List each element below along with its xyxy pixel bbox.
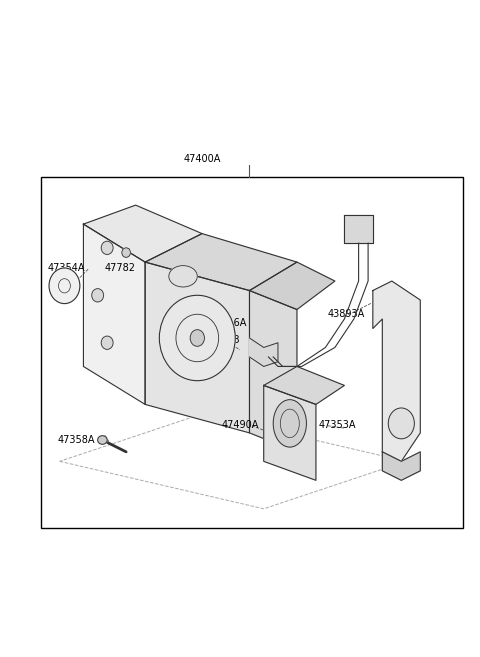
Polygon shape xyxy=(145,234,297,290)
Ellipse shape xyxy=(101,241,113,254)
Polygon shape xyxy=(250,290,297,452)
Ellipse shape xyxy=(273,399,306,447)
Text: 43893A: 43893A xyxy=(328,309,365,319)
Text: 47116A: 47116A xyxy=(209,318,247,328)
Text: 48633: 48633 xyxy=(209,335,240,345)
Text: 47782: 47782 xyxy=(105,263,136,273)
Polygon shape xyxy=(373,281,420,461)
Ellipse shape xyxy=(122,248,131,258)
Ellipse shape xyxy=(101,336,113,350)
Ellipse shape xyxy=(388,408,414,439)
Ellipse shape xyxy=(169,265,197,287)
Text: 47400A: 47400A xyxy=(183,154,221,164)
Ellipse shape xyxy=(190,330,204,346)
Text: 47358A: 47358A xyxy=(58,435,95,445)
Polygon shape xyxy=(264,386,316,480)
Text: 47353A: 47353A xyxy=(318,420,356,430)
Polygon shape xyxy=(250,338,278,367)
Polygon shape xyxy=(264,367,344,405)
Text: 47354A: 47354A xyxy=(48,263,85,273)
Polygon shape xyxy=(383,452,420,480)
Ellipse shape xyxy=(159,295,235,380)
Polygon shape xyxy=(250,262,335,309)
Ellipse shape xyxy=(92,288,104,302)
Polygon shape xyxy=(145,262,250,433)
Ellipse shape xyxy=(97,436,107,444)
Polygon shape xyxy=(84,224,145,405)
Text: 47490A: 47490A xyxy=(221,420,259,430)
Ellipse shape xyxy=(49,268,80,304)
Polygon shape xyxy=(84,205,202,262)
Polygon shape xyxy=(344,215,373,243)
